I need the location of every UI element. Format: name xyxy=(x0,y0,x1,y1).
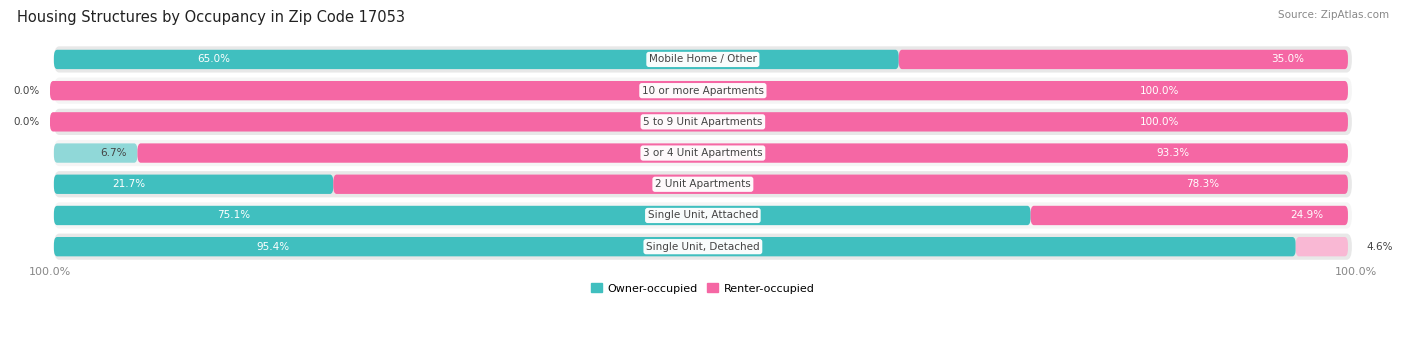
FancyBboxPatch shape xyxy=(898,50,1348,69)
Text: Single Unit, Detached: Single Unit, Detached xyxy=(647,242,759,252)
Text: 24.9%: 24.9% xyxy=(1291,210,1323,221)
FancyBboxPatch shape xyxy=(53,77,1351,104)
Legend: Owner-occupied, Renter-occupied: Owner-occupied, Renter-occupied xyxy=(586,279,818,298)
Text: Housing Structures by Occupancy in Zip Code 17053: Housing Structures by Occupancy in Zip C… xyxy=(17,10,405,25)
Text: Single Unit, Attached: Single Unit, Attached xyxy=(648,210,758,221)
Text: 0.0%: 0.0% xyxy=(13,86,39,95)
FancyBboxPatch shape xyxy=(53,143,138,163)
FancyBboxPatch shape xyxy=(53,206,1031,225)
Text: 35.0%: 35.0% xyxy=(1271,55,1303,64)
FancyBboxPatch shape xyxy=(53,237,1296,256)
Text: 95.4%: 95.4% xyxy=(256,242,290,252)
Text: 10 or more Apartments: 10 or more Apartments xyxy=(643,86,763,95)
Text: 5 to 9 Unit Apartments: 5 to 9 Unit Apartments xyxy=(643,117,762,127)
FancyBboxPatch shape xyxy=(53,46,1351,73)
FancyBboxPatch shape xyxy=(1296,237,1348,256)
Text: 93.3%: 93.3% xyxy=(1157,148,1189,158)
FancyBboxPatch shape xyxy=(53,234,1351,260)
Text: 4.6%: 4.6% xyxy=(1367,242,1393,252)
Text: 65.0%: 65.0% xyxy=(197,55,229,64)
Text: 2 Unit Apartments: 2 Unit Apartments xyxy=(655,179,751,189)
FancyBboxPatch shape xyxy=(51,112,1348,132)
FancyBboxPatch shape xyxy=(53,171,1351,197)
FancyBboxPatch shape xyxy=(51,81,1348,100)
Text: 3 or 4 Unit Apartments: 3 or 4 Unit Apartments xyxy=(643,148,762,158)
Text: 6.7%: 6.7% xyxy=(100,148,127,158)
FancyBboxPatch shape xyxy=(1031,206,1348,225)
Text: Source: ZipAtlas.com: Source: ZipAtlas.com xyxy=(1278,10,1389,20)
Text: 78.3%: 78.3% xyxy=(1185,179,1219,189)
FancyBboxPatch shape xyxy=(53,202,1351,228)
FancyBboxPatch shape xyxy=(53,109,1351,135)
Text: 100.0%: 100.0% xyxy=(1140,86,1180,95)
FancyBboxPatch shape xyxy=(138,143,1348,163)
FancyBboxPatch shape xyxy=(53,140,1351,166)
Text: Mobile Home / Other: Mobile Home / Other xyxy=(650,55,756,64)
FancyBboxPatch shape xyxy=(53,175,333,194)
Text: 75.1%: 75.1% xyxy=(217,210,250,221)
FancyBboxPatch shape xyxy=(53,50,898,69)
Text: 21.7%: 21.7% xyxy=(112,179,145,189)
Text: 100.0%: 100.0% xyxy=(1140,117,1180,127)
FancyBboxPatch shape xyxy=(333,175,1348,194)
Text: 0.0%: 0.0% xyxy=(13,117,39,127)
